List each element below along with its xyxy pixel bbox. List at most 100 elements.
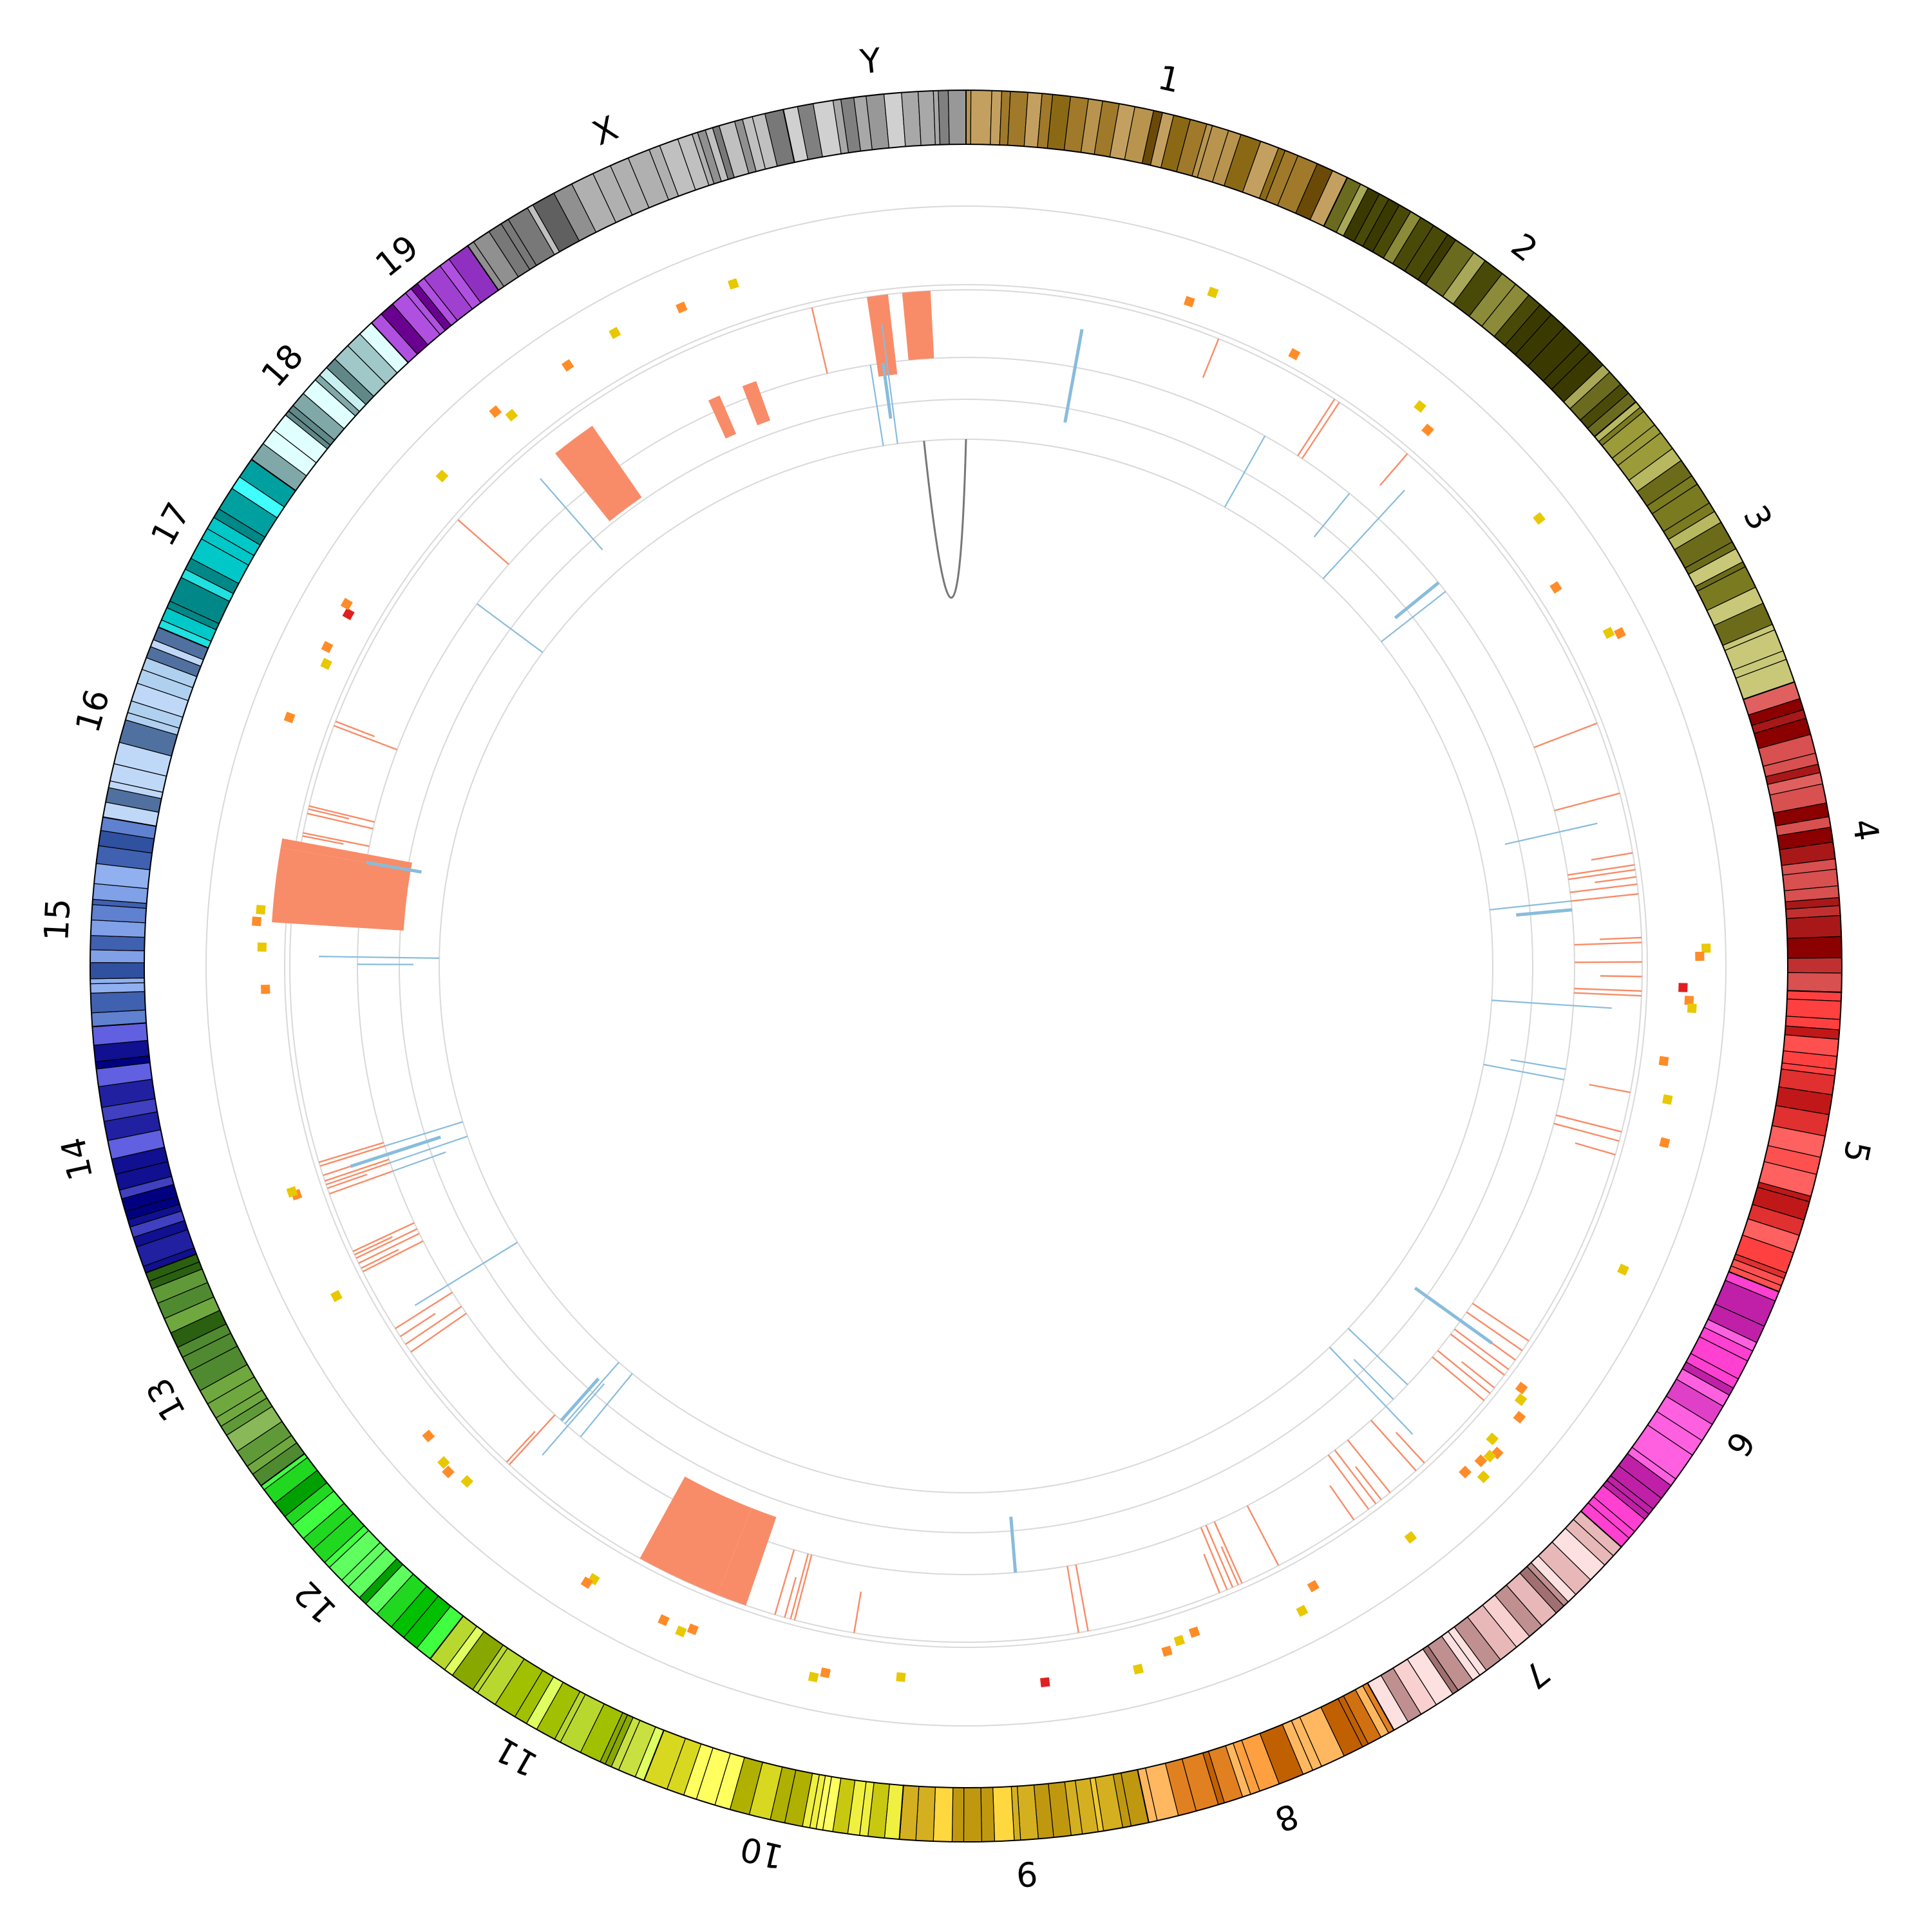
copy-gain-segment — [1297, 399, 1336, 457]
copy-gain-segment — [1574, 987, 1642, 992]
copy-gain-segment — [1567, 864, 1635, 876]
chromosome-label: 1 — [1155, 59, 1184, 101]
copy-gain-segment — [1533, 722, 1598, 748]
copy-gain-segment — [361, 1249, 399, 1269]
copy-gain-segment — [1329, 1485, 1355, 1520]
chromosome-3 — [1593, 401, 1795, 701]
copy-gain-block — [742, 381, 771, 426]
copy-gain-block — [717, 1508, 777, 1605]
chromosome-label: 11 — [488, 1729, 544, 1784]
chromosome-label: 6 — [1718, 1425, 1761, 1463]
copy-gain-block — [272, 848, 411, 931]
copy-gain-segment — [1354, 1466, 1382, 1501]
snv-point — [896, 1672, 906, 1682]
chromosome-label: 18 — [254, 337, 312, 395]
copy-gain-segment — [1246, 1505, 1280, 1566]
cytoband — [90, 961, 145, 980]
snv-point — [340, 598, 353, 611]
chromosome-label: 15 — [37, 898, 78, 942]
copy-loss-track — [319, 324, 1612, 1573]
chromosome-label: 3 — [1736, 499, 1780, 536]
snv-point — [505, 408, 518, 422]
snv-point — [1602, 627, 1615, 639]
copy-gain-segment — [395, 1291, 453, 1330]
copy-loss-segment — [1063, 328, 1084, 423]
copy-gain-segment — [1395, 1432, 1425, 1464]
snv-point — [1474, 1454, 1488, 1468]
copy-loss-segment — [1490, 900, 1571, 911]
copy-gain-segment — [811, 307, 828, 374]
snv-point — [320, 658, 332, 670]
copy-gain-segment — [1213, 1521, 1243, 1584]
snv-point — [1684, 996, 1694, 1005]
cytoband — [1786, 936, 1842, 959]
copy-gain-segment — [307, 812, 374, 829]
chromosome-label: 12 — [287, 1573, 345, 1630]
chromosome-label: 7 — [1516, 1653, 1557, 1696]
copy-gain-segment — [506, 1430, 536, 1463]
cytoband — [917, 90, 936, 146]
copy-gain-segment — [1437, 1350, 1491, 1394]
copy-gain-segment — [1472, 1302, 1530, 1342]
copy-loss-segment — [1313, 493, 1350, 538]
copy-gain-segment — [774, 1549, 795, 1615]
cytoband — [90, 982, 146, 994]
copy-loss-segment — [1009, 1516, 1018, 1573]
copy-loss-segment — [350, 1135, 441, 1168]
copy-gain-segment — [1205, 1524, 1234, 1588]
snv-point — [1414, 400, 1426, 413]
copy-gain-segment — [1555, 1114, 1622, 1133]
snv-point — [1477, 1470, 1490, 1484]
snv-point — [1161, 1645, 1173, 1657]
copy-loss-segment — [881, 324, 898, 444]
cytoband — [1787, 957, 1842, 974]
copy-gain-segment — [1334, 1449, 1377, 1504]
copy-gain-block — [280, 838, 412, 871]
copy-loss-segment — [1224, 435, 1266, 508]
copy-loss-segment — [560, 1378, 600, 1422]
chromosome-y — [782, 89, 967, 164]
copy-gain-segment — [1202, 338, 1220, 378]
snv-point — [1483, 1450, 1497, 1463]
copy-gain-segment — [334, 724, 398, 751]
copy-gain-segment — [1575, 1142, 1616, 1156]
copy-gain-segment — [355, 1228, 418, 1259]
copy-gain-segment — [1075, 1564, 1089, 1631]
copy-gain-block — [708, 395, 737, 439]
snv-point — [257, 942, 267, 952]
snv-point — [1549, 581, 1562, 594]
copy-gain-segment — [318, 1142, 384, 1163]
copy-gain-segment — [325, 1159, 390, 1182]
snv-point — [561, 359, 574, 372]
snv-point — [1132, 1663, 1144, 1675]
snv-point — [1659, 1137, 1671, 1148]
chromosome-label: Y — [858, 41, 883, 82]
snv-point — [283, 712, 296, 724]
chromosome-10 — [643, 1729, 904, 1841]
copy-gain-segment — [1220, 1546, 1239, 1586]
copy-gain-segment — [308, 805, 375, 823]
track-guide-ring — [284, 284, 1648, 1648]
cytoband — [90, 991, 146, 1014]
karyotype-ring — [90, 89, 1842, 1842]
copy-gain-segment — [1466, 1311, 1523, 1352]
chromosome-1 — [965, 89, 1349, 227]
snv-point — [1533, 512, 1546, 525]
cytoband — [951, 1787, 965, 1842]
copy-loss-segment — [1492, 999, 1612, 1009]
chromosome-13 — [144, 1253, 306, 1487]
copy-loss-segment — [476, 603, 544, 653]
cytoband — [90, 949, 145, 963]
copy-gain-segment — [1554, 792, 1620, 811]
chromosome-6 — [1580, 1271, 1780, 1548]
track-guide-ring — [289, 289, 1643, 1643]
cytoband — [933, 1786, 954, 1842]
copy-gain-block — [555, 426, 642, 522]
copy-gain-track — [272, 290, 1642, 1633]
copy-gain-segment — [508, 1414, 556, 1466]
copy-gain-segment — [1454, 1328, 1510, 1370]
copy-gain-segment — [319, 1145, 385, 1167]
snv-point — [1701, 943, 1711, 953]
